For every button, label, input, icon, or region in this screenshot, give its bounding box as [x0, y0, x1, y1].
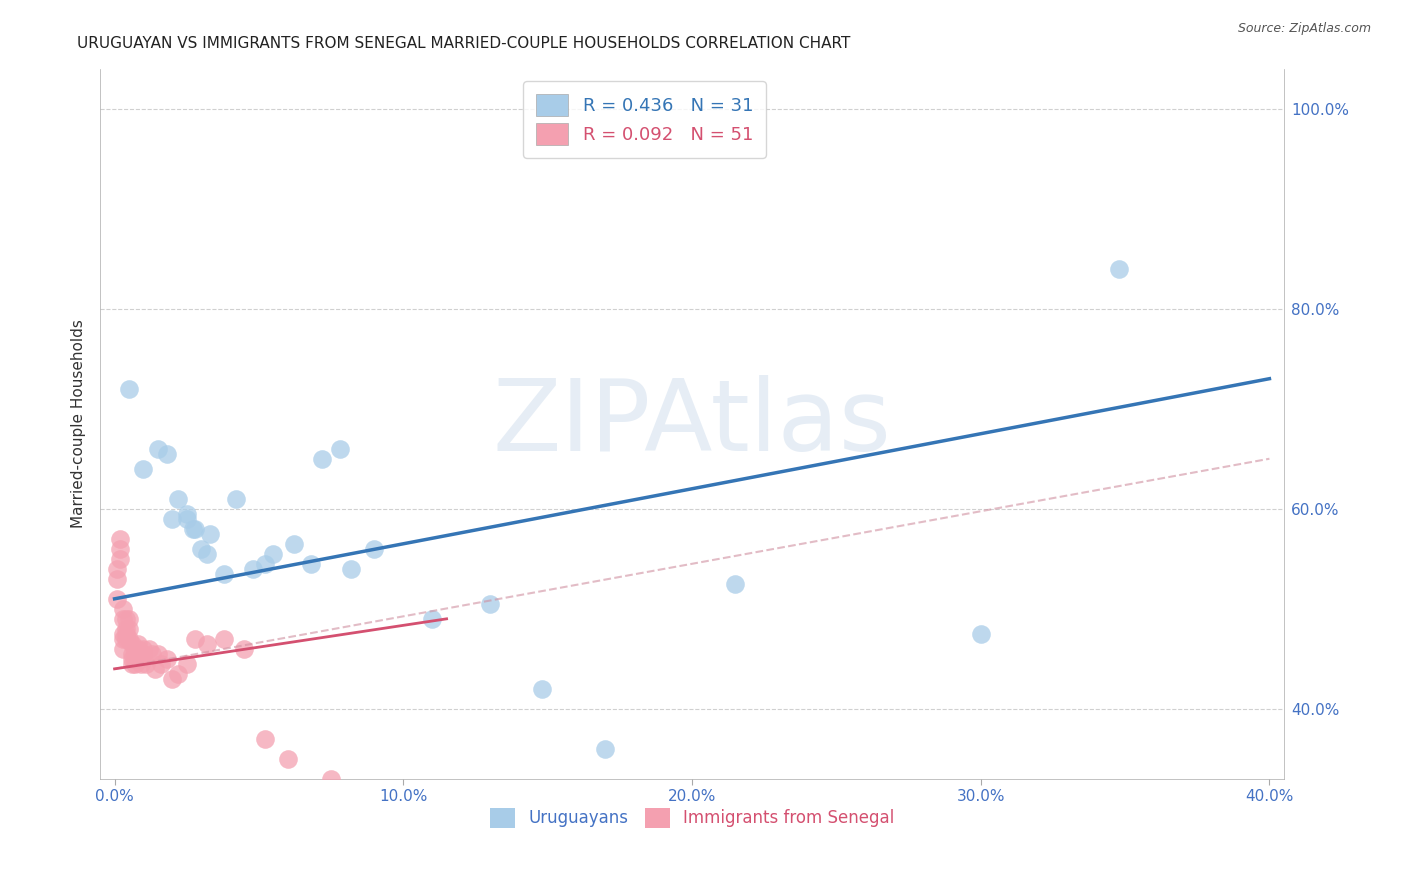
Point	[141, 647, 163, 661]
Point	[132, 461, 155, 475]
Point	[242, 562, 264, 576]
Point	[124, 641, 146, 656]
Point	[195, 637, 218, 651]
Point	[149, 657, 172, 671]
Point	[112, 612, 135, 626]
Point	[190, 541, 212, 556]
Point	[118, 632, 141, 646]
Point	[253, 731, 276, 746]
Point	[121, 647, 143, 661]
Point	[107, 572, 129, 586]
Point	[277, 752, 299, 766]
Point	[478, 597, 501, 611]
Point	[127, 637, 149, 651]
Point	[214, 566, 236, 581]
Point	[155, 652, 177, 666]
Point	[138, 641, 160, 656]
Point	[118, 382, 141, 396]
Point	[115, 627, 138, 641]
Point	[112, 627, 135, 641]
Point	[129, 652, 152, 666]
Y-axis label: Married-couple Households: Married-couple Households	[72, 319, 86, 528]
Point	[262, 547, 284, 561]
Point	[184, 632, 207, 646]
Point	[363, 541, 385, 556]
Point	[195, 547, 218, 561]
Point	[124, 647, 146, 661]
Point	[107, 591, 129, 606]
Point	[124, 652, 146, 666]
Point	[110, 541, 132, 556]
Point	[319, 772, 342, 786]
Point	[110, 551, 132, 566]
Point	[143, 662, 166, 676]
Point	[253, 557, 276, 571]
Point	[283, 537, 305, 551]
Point	[121, 657, 143, 671]
Point	[146, 647, 169, 661]
Point	[184, 522, 207, 536]
Point	[970, 627, 993, 641]
Point	[225, 491, 247, 506]
Point	[530, 681, 553, 696]
Point	[198, 526, 221, 541]
Point	[127, 647, 149, 661]
Point	[167, 491, 190, 506]
Point	[112, 602, 135, 616]
Point	[129, 657, 152, 671]
Point	[162, 672, 184, 686]
Point	[115, 622, 138, 636]
Point	[118, 612, 141, 626]
Point	[724, 576, 747, 591]
Point	[1108, 261, 1130, 276]
Point	[329, 442, 352, 456]
Legend: Uruguayans, Immigrants from Senegal: Uruguayans, Immigrants from Senegal	[484, 801, 901, 835]
Point	[132, 641, 155, 656]
Point	[420, 612, 443, 626]
Point	[121, 652, 143, 666]
Point	[112, 632, 135, 646]
Point	[121, 637, 143, 651]
Point	[311, 451, 333, 466]
Point	[155, 447, 177, 461]
Point	[115, 632, 138, 646]
Point	[299, 557, 322, 571]
Point	[118, 622, 141, 636]
Point	[167, 666, 190, 681]
Point	[162, 512, 184, 526]
Point	[124, 657, 146, 671]
Point	[340, 562, 363, 576]
Point	[176, 512, 198, 526]
Text: Source: ZipAtlas.com: Source: ZipAtlas.com	[1237, 22, 1371, 36]
Text: ZIPAtlas: ZIPAtlas	[492, 376, 891, 472]
Point	[595, 742, 617, 756]
Point	[107, 562, 129, 576]
Point	[176, 657, 198, 671]
Point	[146, 442, 169, 456]
Text: URUGUAYAN VS IMMIGRANTS FROM SENEGAL MARRIED-COUPLE HOUSEHOLDS CORRELATION CHART: URUGUAYAN VS IMMIGRANTS FROM SENEGAL MAR…	[77, 36, 851, 51]
Point	[214, 632, 236, 646]
Point	[110, 532, 132, 546]
Point	[392, 792, 415, 806]
Point	[127, 641, 149, 656]
Point	[181, 522, 204, 536]
Point	[233, 641, 256, 656]
Point	[132, 647, 155, 661]
Point	[112, 641, 135, 656]
Point	[176, 507, 198, 521]
Point	[135, 657, 157, 671]
Point	[115, 612, 138, 626]
